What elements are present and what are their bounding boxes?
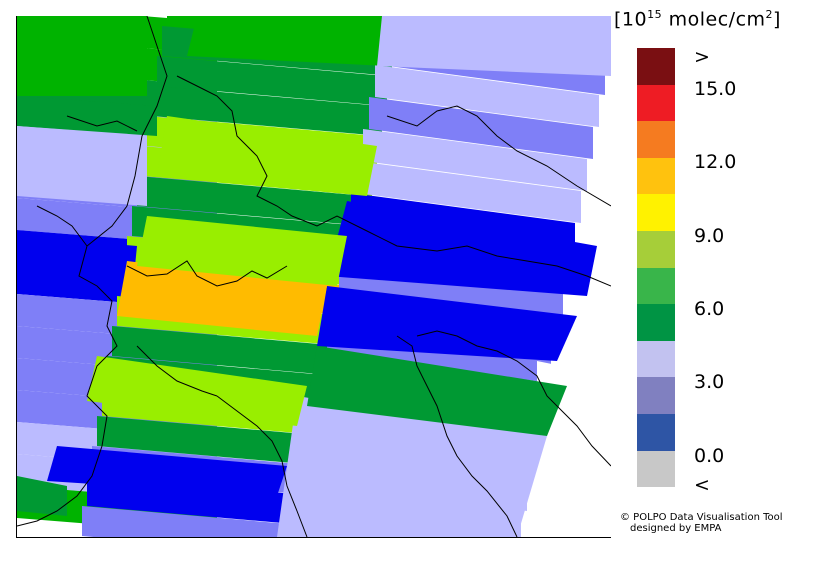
swath-pixel [97, 416, 327, 466]
colorbar-label: 3.0 [694, 371, 725, 393]
colorbar-swatch [637, 194, 675, 231]
colorbar-label: 15.0 [694, 78, 737, 100]
swath-pixel [17, 126, 147, 206]
colorbar-label: 6.0 [694, 298, 725, 320]
satellite-swath-layer [17, 16, 611, 537]
credit-line-1: © POLPO Data Visualisation Tool [620, 512, 783, 523]
swath-pixel [187, 16, 397, 66]
colorbar-swatch [637, 157, 675, 195]
swath-pixel [157, 56, 387, 106]
swath-pixel [363, 129, 587, 191]
colorbar-units-label: [1015 molec/cm2] [614, 8, 781, 30]
swath-pixel [277, 396, 547, 537]
colorbar-swatch [637, 84, 675, 122]
swath-pixel [327, 201, 597, 296]
colorbar-swatch [637, 121, 675, 158]
swath-pixel [357, 161, 581, 223]
swath-pixel [157, 116, 377, 196]
swath-pixel [307, 346, 567, 436]
swath-pixel [317, 286, 577, 361]
colorbar-swatch [637, 267, 675, 305]
swath-pixel [17, 236, 137, 296]
colorbar-swatch [637, 48, 675, 85]
swath-pixel [82, 506, 312, 537]
colorbar-swatch [637, 230, 675, 268]
credit-line-2: designed by EMPA [630, 523, 722, 534]
units-square: 2 [765, 8, 774, 21]
no2-column-map [16, 16, 611, 538]
swath-pixel [87, 356, 307, 426]
swath-pixel [87, 476, 317, 526]
swath-pixel [112, 326, 342, 376]
colorbar-label: 12.0 [694, 151, 737, 173]
swath-pixel [377, 16, 611, 76]
swath-pixel [137, 176, 367, 226]
colorbar-label: < [694, 474, 710, 496]
units-prefix: [10 [614, 8, 648, 31]
swath-pixel [17, 476, 67, 516]
units-suffix: molec/cm [662, 8, 766, 31]
units-exponent: 15 [647, 8, 663, 21]
colorbar-swatch [637, 340, 675, 378]
swath-pixel [47, 446, 287, 496]
swath-pixel [369, 97, 593, 159]
swath-pixel [375, 65, 599, 127]
coastline-layer [17, 16, 611, 537]
colorbar-label: 0.0 [694, 445, 725, 467]
swath-pixel [137, 216, 347, 286]
swath-pixel [17, 16, 147, 96]
colorbar [637, 48, 675, 488]
colorbar-swatch [637, 413, 675, 451]
colorbar-label: > [694, 46, 710, 68]
colorbar-swatch [637, 377, 675, 414]
colorbar-swatch [637, 304, 675, 341]
swath-pixel [152, 86, 382, 136]
units-close: ] [773, 8, 781, 31]
swath-pixel [17, 96, 157, 136]
credit-text: © POLPO Data Visualisation Tool designed… [620, 512, 783, 534]
colorbar-swatch [637, 450, 675, 488]
colorbar-label: 9.0 [694, 225, 725, 247]
